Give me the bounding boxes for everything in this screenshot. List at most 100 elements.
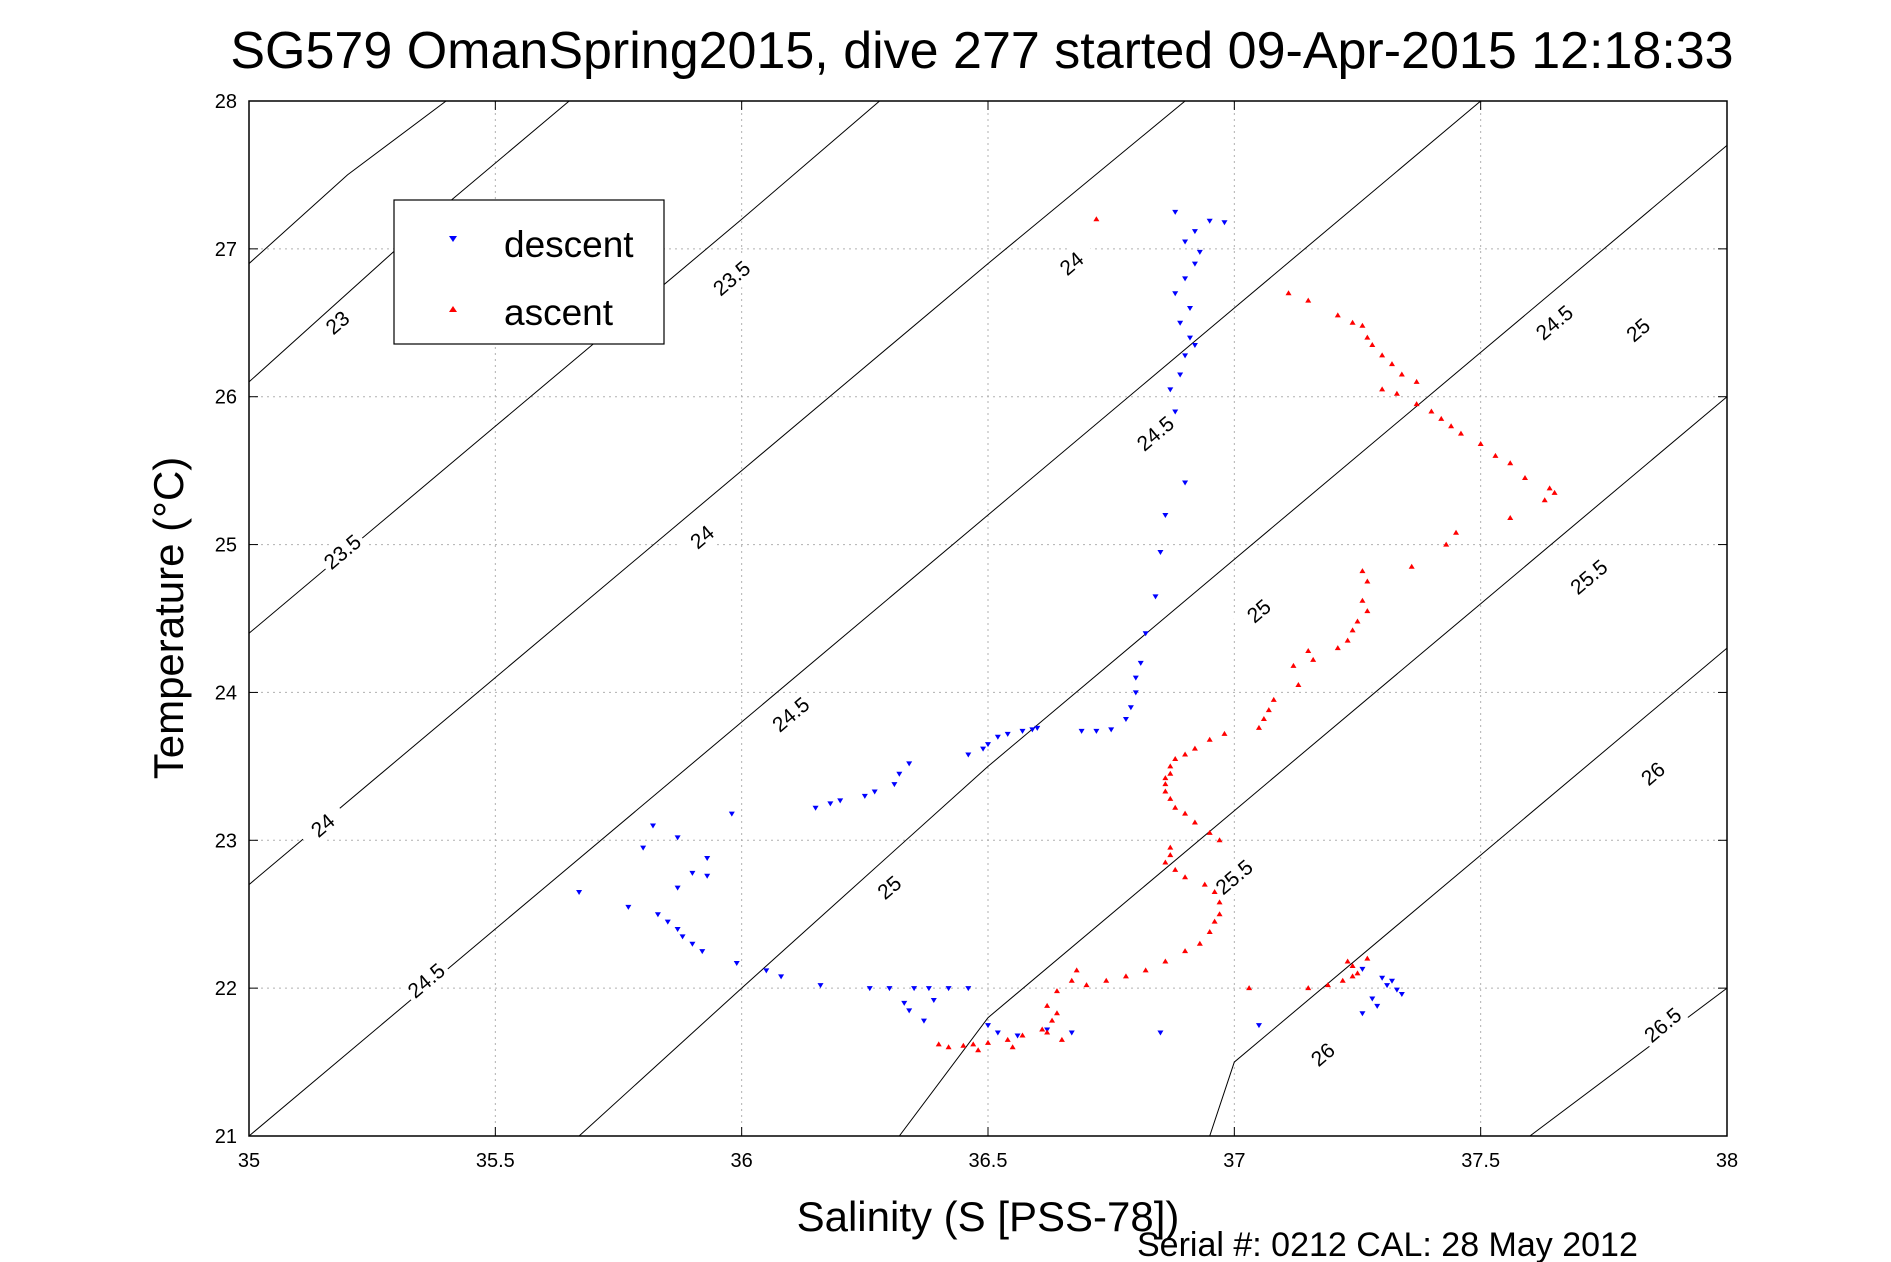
- ascent-point: [1246, 985, 1253, 991]
- ascent-point: [1295, 682, 1302, 688]
- y-tick-label: 25: [215, 535, 237, 557]
- y-tick-label: 26: [215, 387, 237, 409]
- descent-point: [906, 761, 913, 767]
- ascent-point: [1364, 334, 1371, 340]
- descent-point: [576, 890, 583, 896]
- ascent-point: [1206, 928, 1213, 934]
- contour-label-bg: [764, 689, 818, 740]
- contour-label-bg: [1296, 1029, 1350, 1081]
- contour-label-bg: [1527, 297, 1582, 349]
- ascent-point: [1167, 844, 1174, 850]
- ascent-point: [1413, 401, 1420, 407]
- ascent-point: [1453, 529, 1460, 535]
- descent-point: [1191, 261, 1198, 267]
- x-tick-label: 36.5: [969, 1150, 1008, 1172]
- ascent-point: [1103, 977, 1110, 983]
- descent-point: [1182, 239, 1189, 245]
- descent-point: [1014, 1033, 1021, 1039]
- descent-point: [704, 856, 711, 862]
- descent-point: [699, 949, 706, 955]
- ascent-point: [1053, 988, 1060, 994]
- descent-point: [733, 961, 740, 967]
- descent-point: [640, 845, 647, 851]
- ascent-point: [1167, 770, 1174, 776]
- descent-point: [837, 798, 844, 804]
- ascent-point: [1344, 637, 1351, 643]
- descent-point: [664, 919, 671, 925]
- descent-point: [1132, 675, 1139, 681]
- ascent-point: [1196, 940, 1203, 946]
- descent-point: [674, 835, 681, 841]
- y-tick-label: 23: [215, 830, 237, 852]
- ascent-point: [1167, 763, 1174, 769]
- ascent-point: [1044, 1002, 1051, 1008]
- descent-point: [1177, 372, 1184, 378]
- descent-point: [817, 983, 824, 989]
- legend-label-ascent: ascent: [504, 292, 614, 333]
- contour-label-bg: [1232, 585, 1286, 637]
- descent-point: [980, 746, 987, 752]
- ascent-point: [1216, 899, 1223, 905]
- descent-point: [679, 934, 686, 940]
- ascent-point: [1182, 948, 1189, 954]
- ascent-point: [1477, 441, 1484, 447]
- ascent-point: [1551, 489, 1558, 495]
- ascent-point: [1182, 751, 1189, 757]
- contour-label-bg: [296, 800, 350, 851]
- descent-point: [886, 986, 893, 992]
- data-points: [576, 209, 1558, 1053]
- ascent-point: [1270, 696, 1277, 702]
- descent-point: [654, 912, 661, 918]
- contour-line-23: [249, 101, 447, 264]
- contour-label-bg: [310, 297, 365, 349]
- ascent-point: [1354, 970, 1361, 976]
- contour-line-26.5: [1209, 647, 1727, 1136]
- contour-label-bg: [315, 526, 370, 578]
- ascent-point: [1305, 985, 1312, 991]
- descent-point: [763, 968, 770, 974]
- descent-point: [1182, 276, 1189, 282]
- ascent-point: [1221, 730, 1228, 736]
- ascent-point: [1162, 859, 1169, 865]
- ascent-point: [1428, 408, 1435, 414]
- ascent-point: [1344, 958, 1351, 964]
- descent-point: [1186, 306, 1193, 311]
- legend-box: [393, 199, 665, 345]
- descent-point: [1172, 291, 1179, 297]
- descent-point: [1068, 1030, 1075, 1036]
- descent-point: [925, 986, 932, 992]
- descent-point: [1093, 728, 1100, 734]
- ascent-point: [1364, 955, 1371, 961]
- ascent-point: [1305, 648, 1312, 654]
- ascent-point: [1364, 578, 1371, 584]
- ascent-point: [1211, 918, 1218, 924]
- contour-line-24.5: [249, 101, 1186, 885]
- descent-point: [1359, 1011, 1366, 1017]
- descent-point: [674, 927, 681, 932]
- ascent-point: [1172, 804, 1179, 810]
- ascent-point: [1349, 319, 1356, 325]
- contour-label-bg: [675, 511, 729, 563]
- ascent-point: [1398, 371, 1405, 377]
- ascent-point: [1438, 415, 1445, 421]
- descent-point: [1191, 342, 1198, 348]
- descent-point: [1182, 353, 1189, 359]
- ascent-point: [1053, 1010, 1060, 1016]
- ascent-point: [1388, 361, 1395, 367]
- ascent-point: [1039, 1026, 1046, 1032]
- ascent-point: [1359, 322, 1366, 328]
- descent-point: [827, 801, 834, 807]
- ascent-point: [1172, 755, 1179, 761]
- descent-point: [1078, 728, 1085, 734]
- legend: descent ascent: [393, 199, 665, 345]
- descent-point: [1369, 996, 1376, 1002]
- ascent-point: [1457, 430, 1464, 436]
- descent-point: [866, 986, 873, 992]
- descent-point: [1157, 549, 1164, 555]
- ascent-point: [1324, 982, 1331, 988]
- y-tick-label: 22: [215, 978, 237, 1000]
- ascent-point: [945, 1044, 952, 1050]
- y-tick-label: 28: [215, 91, 237, 113]
- ascent-point: [1201, 881, 1208, 887]
